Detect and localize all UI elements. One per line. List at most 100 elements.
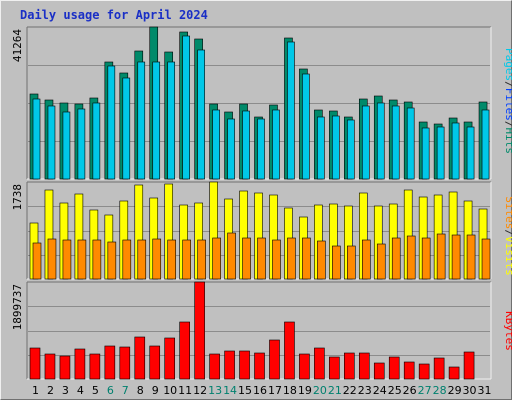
day-label: 22 <box>343 384 357 397</box>
day-label: 19 <box>298 384 312 397</box>
bar-pages <box>107 65 116 180</box>
bar-kbytes <box>463 351 475 380</box>
bar-pages <box>406 107 415 180</box>
bar-pages <box>376 102 385 180</box>
legend-entry: Pages <box>503 48 512 81</box>
bar-sites <box>302 237 311 280</box>
bar-pages <box>332 115 340 180</box>
day-label: 8 <box>137 384 144 397</box>
bar-pages <box>391 105 400 180</box>
chart-title: Daily usage for April 2024 <box>20 8 208 22</box>
bar-kbytes <box>194 281 205 380</box>
day-label: 9 <box>152 384 159 397</box>
bar-pages <box>242 110 250 180</box>
day-label: 29 <box>448 384 462 397</box>
max-value-label: 1738 <box>11 184 24 211</box>
bar-pages <box>227 118 235 180</box>
legend-entry: KBytes <box>503 311 512 351</box>
legend: KBytes <box>503 311 512 351</box>
bar-pages <box>92 102 101 180</box>
bar-kbytes <box>74 348 86 380</box>
bar-sites <box>436 233 446 280</box>
bar-sites <box>272 239 281 280</box>
bar-kbytes <box>433 357 445 380</box>
bar-sites <box>227 232 236 280</box>
bar-sites <box>122 239 132 280</box>
bar-kbytes <box>224 350 235 380</box>
bar-kbytes <box>104 345 116 380</box>
bar-sites <box>32 242 42 280</box>
bar-sites <box>317 240 326 280</box>
bar-kbytes <box>284 321 295 380</box>
bar-sites <box>287 237 296 280</box>
bar-pages <box>451 122 460 180</box>
bar-pages <box>197 49 205 180</box>
bar-pages <box>317 116 325 180</box>
bar-kbytes <box>314 347 325 380</box>
bar-sites <box>257 237 266 280</box>
legend-entry: Sites <box>503 196 512 229</box>
bar-sites <box>421 237 431 280</box>
bar-kbytes <box>373 362 385 380</box>
day-label: 31 <box>478 384 492 397</box>
day-label: 16 <box>253 384 267 397</box>
bar-sites <box>212 237 221 280</box>
day-label: 13 <box>208 384 222 397</box>
day-label: 30 <box>463 384 477 397</box>
day-label: 18 <box>283 384 297 397</box>
bar-pages <box>122 77 131 180</box>
bar-sites <box>242 237 251 280</box>
legend-entry: Files <box>503 88 512 121</box>
bar-kbytes <box>149 345 161 380</box>
bar-pages <box>62 111 71 180</box>
bar-kbytes <box>329 356 340 380</box>
max-value-label: 41264 <box>11 29 24 62</box>
bar-kbytes <box>254 352 265 380</box>
bar-sites <box>77 239 87 280</box>
day-label: 12 <box>193 384 207 397</box>
bar-sites <box>347 245 356 280</box>
bar-pages <box>287 41 295 180</box>
bar-sites <box>182 239 191 280</box>
bar-pages <box>47 105 56 180</box>
day-label: 25 <box>388 384 402 397</box>
day-label: 11 <box>178 384 192 397</box>
bar-sites <box>137 239 147 280</box>
legend-entry: Hits <box>503 128 512 155</box>
day-label: 7 <box>122 384 129 397</box>
bar-kbytes <box>209 353 220 380</box>
bar-sites <box>62 239 72 280</box>
legend: Sites/Visits <box>503 196 512 276</box>
bar-pages <box>212 109 220 180</box>
bar-sites <box>167 239 177 280</box>
bar-sites <box>152 238 162 280</box>
bar-sites <box>197 239 206 280</box>
bar-kbytes <box>59 355 71 380</box>
legend-entry: / <box>503 229 512 236</box>
bar-pages <box>272 109 280 180</box>
bar-pages <box>137 61 146 180</box>
bar-kbytes <box>388 356 400 380</box>
bar-pages <box>347 119 355 180</box>
day-label: 17 <box>268 384 282 397</box>
bar-kbytes <box>29 347 41 380</box>
bar-kbytes <box>448 366 460 380</box>
legend-entry: Visits <box>503 236 512 276</box>
bar-sites <box>376 243 386 280</box>
bar-pages <box>77 108 86 180</box>
day-label: 28 <box>433 384 447 397</box>
bar-kbytes <box>134 336 146 380</box>
legend: Pages/Files/Hits <box>503 48 512 154</box>
bar-pages <box>421 127 430 180</box>
day-label: 20 <box>313 384 327 397</box>
bar-sites <box>107 241 117 280</box>
bar-kbytes <box>119 346 131 380</box>
bar-sites <box>332 245 341 280</box>
bar-kbytes <box>403 361 415 380</box>
bar-kbytes <box>299 353 310 380</box>
bar-pages <box>182 35 190 180</box>
bar-sites <box>47 238 57 280</box>
bar-sites <box>391 237 401 280</box>
legend-entry: / <box>503 81 512 88</box>
